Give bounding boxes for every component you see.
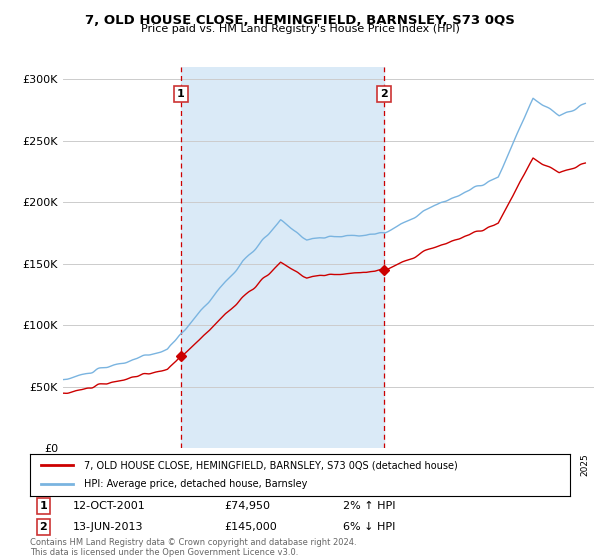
Text: 2: 2 [40, 522, 47, 532]
Text: 2: 2 [380, 89, 388, 99]
Text: HPI: Average price, detached house, Barnsley: HPI: Average price, detached house, Barn… [84, 479, 307, 489]
Text: 1: 1 [177, 89, 185, 99]
Text: Price paid vs. HM Land Registry's House Price Index (HPI): Price paid vs. HM Land Registry's House … [140, 24, 460, 34]
Text: 6% ↓ HPI: 6% ↓ HPI [343, 522, 395, 532]
Text: £145,000: £145,000 [224, 522, 277, 532]
Text: Contains HM Land Registry data © Crown copyright and database right 2024.
This d: Contains HM Land Registry data © Crown c… [30, 538, 356, 557]
Text: 7, OLD HOUSE CLOSE, HEMINGFIELD, BARNSLEY, S73 0QS (detached house): 7, OLD HOUSE CLOSE, HEMINGFIELD, BARNSLE… [84, 460, 458, 470]
Text: £74,950: £74,950 [224, 501, 271, 511]
Text: 12-OCT-2001: 12-OCT-2001 [73, 501, 146, 511]
Text: 2% ↑ HPI: 2% ↑ HPI [343, 501, 396, 511]
Text: 7, OLD HOUSE CLOSE, HEMINGFIELD, BARNSLEY, S73 0QS: 7, OLD HOUSE CLOSE, HEMINGFIELD, BARNSLE… [85, 14, 515, 27]
Bar [181, 67, 384, 448]
Text: 1: 1 [40, 501, 47, 511]
Text: 13-JUN-2013: 13-JUN-2013 [73, 522, 144, 532]
